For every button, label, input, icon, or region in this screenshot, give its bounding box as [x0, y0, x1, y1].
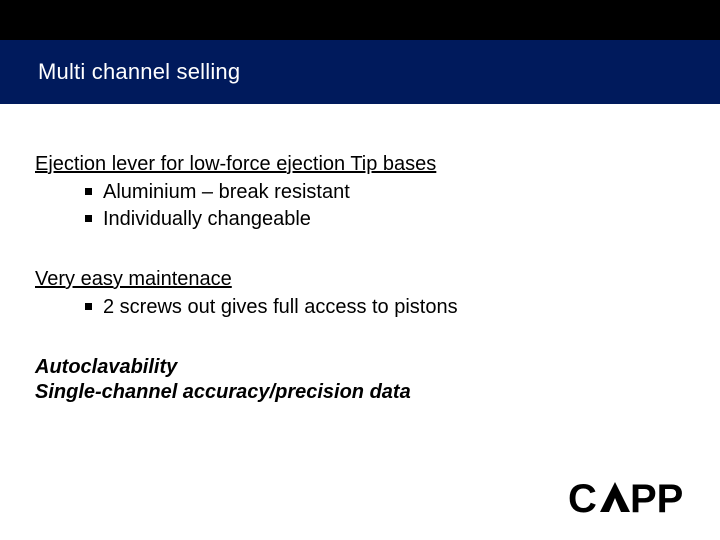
bullet-list-1: Aluminium – break resistant Individually… — [35, 179, 675, 233]
bullet-list-2: 2 screws out gives full access to piston… — [35, 294, 675, 321]
slide: Multi channel selling Ejection lever for… — [0, 0, 720, 540]
spacer — [35, 233, 675, 267]
capp-logo-svg: C PP — [568, 478, 698, 520]
bold-line-2: Single-channel accuracy/precision data — [35, 380, 675, 405]
body-content: Ejection lever for low-force ejection Ti… — [35, 152, 675, 405]
list-item: 2 screws out gives full access to piston… — [85, 294, 675, 321]
list-item: Aluminium – break resistant — [85, 179, 675, 206]
capp-logo: C PP — [568, 478, 698, 520]
logo-letter-a-icon — [600, 482, 630, 512]
logo-letters-pp: PP — [630, 478, 683, 520]
slide-title: Multi channel selling — [38, 59, 240, 85]
top-black-bar — [0, 0, 720, 40]
title-bar: Multi channel selling — [0, 40, 720, 104]
bold-line-1: Autoclavability — [35, 355, 675, 380]
logo-letter-c: C — [568, 478, 597, 520]
section-heading-1: Ejection lever for low-force ejection Ti… — [35, 152, 675, 177]
spacer — [35, 321, 675, 355]
section-heading-2: Very easy maintenace — [35, 267, 675, 292]
list-item: Individually changeable — [85, 206, 675, 233]
